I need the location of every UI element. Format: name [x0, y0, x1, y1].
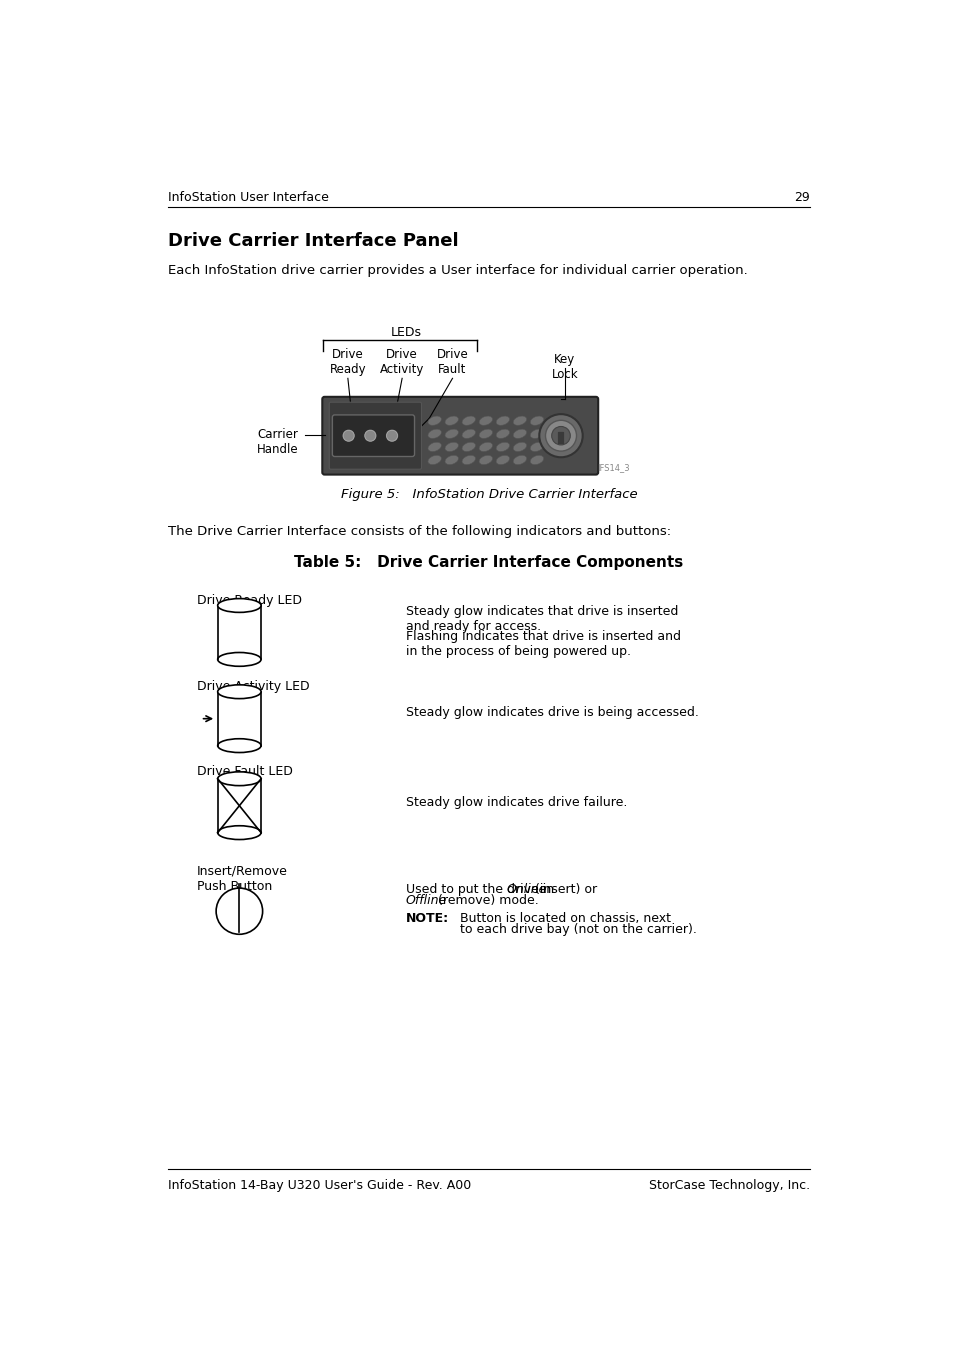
- Ellipse shape: [478, 428, 492, 438]
- Ellipse shape: [217, 598, 261, 612]
- Text: to each drive bay (not on the carrier).: to each drive bay (not on the carrier).: [459, 923, 697, 936]
- FancyBboxPatch shape: [332, 415, 415, 456]
- Text: Online: Online: [506, 883, 547, 895]
- Text: NOTE:: NOTE:: [406, 912, 449, 925]
- Ellipse shape: [217, 653, 261, 667]
- Ellipse shape: [513, 456, 526, 464]
- Circle shape: [551, 427, 570, 445]
- Text: Key
Lock: Key Lock: [551, 353, 578, 381]
- Ellipse shape: [444, 442, 458, 452]
- Text: Drive
Fault: Drive Fault: [436, 348, 468, 375]
- Ellipse shape: [428, 442, 441, 452]
- Ellipse shape: [461, 456, 475, 464]
- Text: Drive
Ready: Drive Ready: [329, 348, 366, 375]
- Text: Drive Fault LED: Drive Fault LED: [196, 765, 293, 778]
- Text: Steady glow indicates that drive is inserted
and ready for access.: Steady glow indicates that drive is inse…: [406, 605, 678, 632]
- Circle shape: [365, 430, 375, 441]
- Text: Offline: Offline: [406, 894, 447, 908]
- Ellipse shape: [217, 739, 261, 753]
- Text: IFS14_3: IFS14_3: [597, 463, 629, 472]
- Text: Drive Carrier Interface Panel: Drive Carrier Interface Panel: [168, 231, 458, 251]
- FancyBboxPatch shape: [558, 431, 563, 444]
- Ellipse shape: [217, 826, 261, 839]
- Ellipse shape: [530, 456, 543, 464]
- Text: Drive Activity LED: Drive Activity LED: [196, 680, 309, 693]
- Text: Table 5:   Drive Carrier Interface Components: Table 5: Drive Carrier Interface Compone…: [294, 556, 683, 571]
- Circle shape: [343, 430, 354, 441]
- Ellipse shape: [496, 442, 509, 452]
- Ellipse shape: [513, 428, 526, 438]
- Text: Steady glow indicates drive is being accessed.: Steady glow indicates drive is being acc…: [406, 705, 699, 719]
- Ellipse shape: [444, 416, 458, 426]
- Circle shape: [545, 420, 576, 452]
- Text: (insert) or: (insert) or: [531, 883, 597, 895]
- Text: The Drive Carrier Interface consists of the following indicators and buttons:: The Drive Carrier Interface consists of …: [168, 524, 671, 538]
- Ellipse shape: [461, 442, 475, 452]
- Circle shape: [386, 430, 397, 441]
- Ellipse shape: [513, 416, 526, 426]
- Ellipse shape: [530, 416, 543, 426]
- Text: Carrier
Handle: Carrier Handle: [257, 428, 298, 456]
- Ellipse shape: [530, 442, 543, 452]
- Ellipse shape: [478, 442, 492, 452]
- Ellipse shape: [513, 442, 526, 452]
- FancyBboxPatch shape: [217, 779, 261, 832]
- Ellipse shape: [496, 416, 509, 426]
- Text: Each InfoStation drive carrier provides a User interface for individual carrier : Each InfoStation drive carrier provides …: [168, 264, 747, 278]
- Text: (remove) mode.: (remove) mode.: [434, 894, 538, 908]
- Text: LEDs: LEDs: [390, 326, 421, 340]
- Circle shape: [216, 888, 262, 934]
- FancyBboxPatch shape: [329, 402, 421, 470]
- Ellipse shape: [217, 772, 261, 786]
- Text: Drive
Activity: Drive Activity: [379, 348, 424, 375]
- Ellipse shape: [478, 456, 492, 464]
- Ellipse shape: [496, 428, 509, 438]
- Circle shape: [538, 415, 582, 457]
- Ellipse shape: [496, 456, 509, 464]
- Ellipse shape: [478, 416, 492, 426]
- Ellipse shape: [461, 416, 475, 426]
- FancyBboxPatch shape: [322, 397, 598, 475]
- FancyBboxPatch shape: [217, 691, 261, 746]
- Text: InfoStation 14-Bay U320 User's Guide - Rev. A00: InfoStation 14-Bay U320 User's Guide - R…: [168, 1179, 471, 1192]
- Ellipse shape: [530, 428, 543, 438]
- Ellipse shape: [461, 428, 475, 438]
- Text: Insert/Remove
Push Button: Insert/Remove Push Button: [196, 865, 287, 893]
- Text: Steady glow indicates drive failure.: Steady glow indicates drive failure.: [406, 795, 627, 809]
- Text: Figure 5:   InfoStation Drive Carrier Interface: Figure 5: InfoStation Drive Carrier Inte…: [340, 487, 637, 501]
- Ellipse shape: [444, 456, 458, 464]
- Ellipse shape: [428, 456, 441, 464]
- Text: Flashing indicates that drive is inserted and
in the process of being powered up: Flashing indicates that drive is inserte…: [406, 630, 680, 658]
- Text: StorCase Technology, Inc.: StorCase Technology, Inc.: [648, 1179, 809, 1192]
- Text: Drive Ready LED: Drive Ready LED: [196, 594, 301, 606]
- Ellipse shape: [428, 416, 441, 426]
- Text: Used to put the drive in: Used to put the drive in: [406, 883, 558, 895]
- Text: 29: 29: [793, 192, 809, 204]
- Ellipse shape: [217, 684, 261, 698]
- FancyBboxPatch shape: [217, 605, 261, 660]
- Ellipse shape: [444, 428, 458, 438]
- Text: Button is located on chassis, next: Button is located on chassis, next: [459, 912, 671, 925]
- Ellipse shape: [428, 428, 441, 438]
- Text: InfoStation User Interface: InfoStation User Interface: [168, 192, 329, 204]
